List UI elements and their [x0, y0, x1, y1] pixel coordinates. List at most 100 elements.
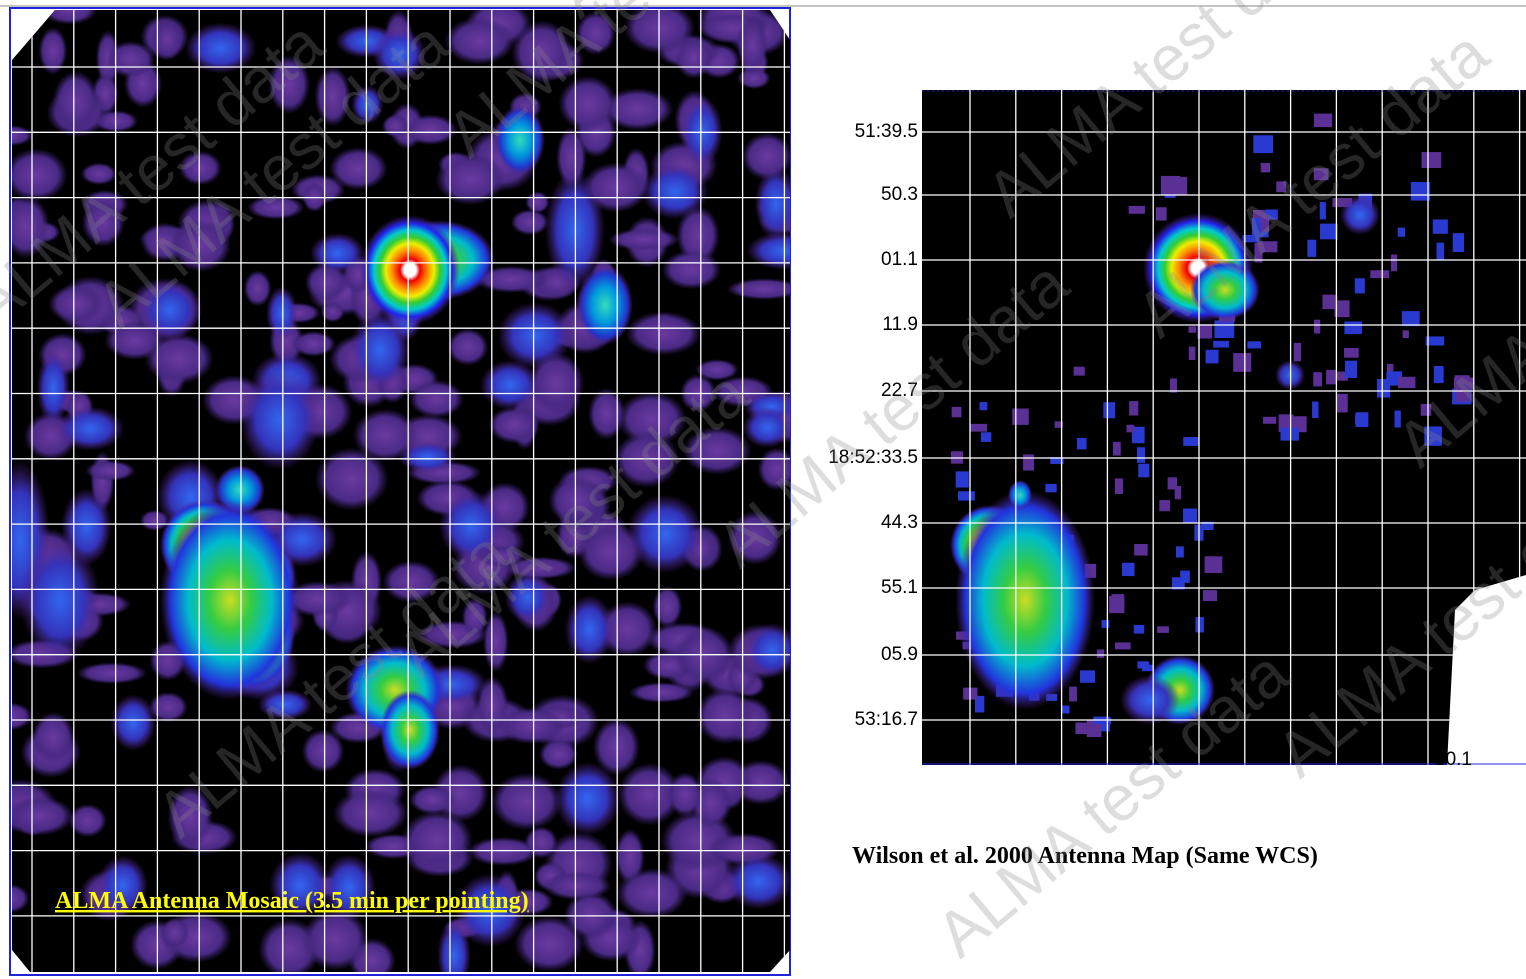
noise	[1103, 402, 1115, 418]
noise	[662, 250, 722, 289]
emission	[350, 310, 410, 390]
noise	[565, 595, 614, 664]
emission	[1008, 480, 1032, 510]
noise	[160, 918, 189, 948]
noise	[1203, 590, 1217, 601]
noise	[1115, 642, 1131, 649]
noise	[1176, 546, 1184, 557]
noise	[4, 796, 73, 835]
noise	[1355, 412, 1368, 427]
noise	[106, 41, 155, 78]
emission	[160, 500, 300, 700]
noise	[1074, 367, 1085, 376]
noise	[514, 916, 584, 972]
noise	[1023, 454, 1034, 470]
noise	[1075, 723, 1093, 735]
noise	[409, 785, 456, 814]
noise	[1344, 348, 1359, 358]
noise	[1126, 425, 1134, 433]
emission	[240, 370, 320, 470]
noise	[1195, 617, 1203, 632]
noise	[1253, 135, 1273, 153]
noise	[608, 228, 679, 250]
noise	[1189, 347, 1196, 360]
noise	[1398, 377, 1415, 388]
noise	[488, 406, 540, 443]
y-axis-label: 44.3	[881, 512, 918, 533]
noise	[1157, 626, 1169, 633]
noise	[1247, 341, 1261, 348]
noise	[1345, 361, 1357, 378]
noise	[291, 331, 336, 357]
noise	[1129, 206, 1145, 214]
noise	[755, 167, 798, 241]
noise	[724, 854, 793, 910]
emission	[380, 690, 440, 770]
noise	[77, 662, 147, 684]
screenshot: ALMA Antenna Mosaic (3.5 min per pointin…	[0, 0, 1526, 979]
noise	[616, 868, 687, 918]
noise	[110, 694, 156, 750]
y-axis-label: 05.9	[881, 644, 918, 665]
noise	[4, 148, 67, 201]
noise	[1115, 478, 1123, 494]
noise	[979, 402, 987, 410]
noise	[1370, 270, 1389, 278]
noise	[1080, 670, 1095, 682]
noise	[1077, 438, 1087, 449]
noise	[1176, 177, 1187, 195]
noise	[1180, 571, 1190, 583]
noise	[1344, 321, 1362, 334]
noise	[244, 270, 272, 306]
noise	[1183, 437, 1199, 446]
noise	[981, 432, 991, 442]
noise	[1129, 401, 1138, 415]
noise	[85, 460, 135, 481]
noise	[1206, 350, 1219, 364]
noise	[1138, 464, 1149, 478]
emission	[480, 360, 540, 410]
noise	[333, 789, 408, 838]
y-axis-label: 51:39.5	[855, 121, 918, 142]
noise	[524, 826, 557, 858]
noise	[498, 302, 572, 369]
noise	[642, 164, 709, 220]
noise	[1069, 687, 1077, 702]
y-axis-label: 50.3	[881, 184, 918, 205]
noise	[1045, 484, 1056, 492]
noise	[958, 491, 975, 500]
noise	[1214, 320, 1234, 338]
noise	[1402, 311, 1420, 326]
noise	[1156, 207, 1167, 220]
noise	[1134, 544, 1148, 556]
noise	[56, 406, 124, 450]
noise	[525, 191, 549, 213]
noise	[1137, 661, 1149, 668]
x-axis-label: 50.1	[1435, 749, 1472, 770]
noise	[511, 209, 549, 235]
y-axis-label: 55.1	[881, 577, 918, 598]
noise	[1391, 254, 1397, 271]
noise	[555, 762, 620, 835]
noise	[1314, 320, 1320, 334]
noise	[1113, 442, 1121, 456]
noise	[652, 586, 682, 628]
noise	[1137, 447, 1145, 463]
noise	[1437, 243, 1445, 260]
left-caption: ALMA Antenna Mosaic (3.5 min per pointin…	[55, 888, 529, 914]
noise	[1263, 417, 1276, 424]
noise	[53, 71, 99, 132]
noise	[151, 18, 183, 60]
noise	[1122, 563, 1134, 576]
noise	[956, 471, 969, 487]
noise	[1313, 372, 1322, 386]
noise	[447, 328, 488, 365]
noise	[626, 311, 702, 355]
noise	[1403, 330, 1409, 338]
noise	[1411, 182, 1430, 201]
noise	[1377, 379, 1390, 398]
noise	[1094, 718, 1112, 724]
noise	[1433, 219, 1448, 233]
noise	[1307, 240, 1316, 257]
noise	[539, 739, 578, 770]
